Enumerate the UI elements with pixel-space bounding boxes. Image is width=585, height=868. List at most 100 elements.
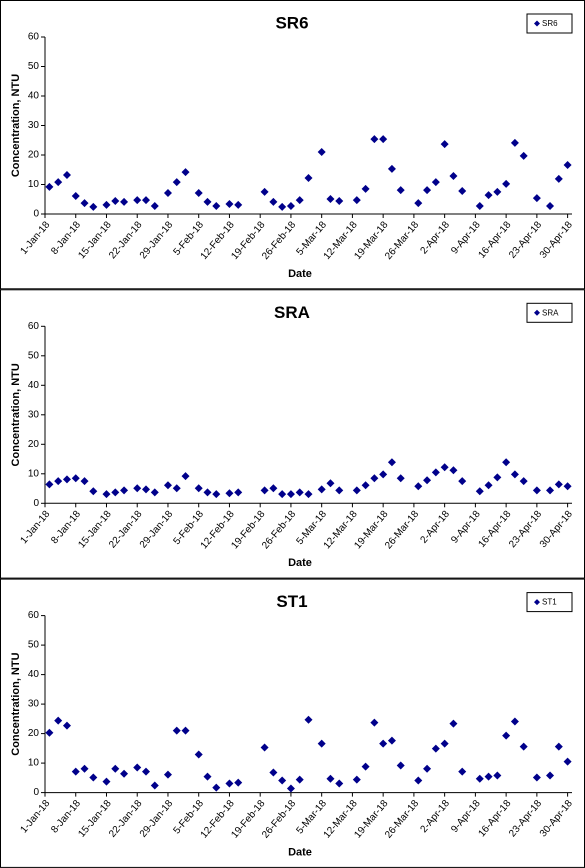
- data-point: [431, 468, 440, 477]
- y-tick-label: 60: [28, 32, 40, 43]
- legend-label: ST1: [542, 598, 557, 607]
- data-point: [120, 197, 129, 206]
- data-point: [234, 200, 243, 209]
- x-axis-title: Date: [288, 557, 312, 569]
- data-point: [361, 481, 370, 490]
- data-point: [142, 485, 151, 494]
- data-point: [458, 186, 467, 195]
- data-point: [295, 488, 304, 497]
- data-point: [484, 481, 493, 490]
- data-point: [414, 482, 423, 491]
- data-point: [278, 202, 287, 211]
- data-point: [304, 490, 313, 499]
- data-point: [45, 728, 54, 737]
- data-point: [304, 715, 313, 724]
- y-tick-label: 0: [33, 209, 39, 220]
- data-point: [423, 476, 432, 485]
- data-point: [317, 739, 326, 748]
- data-point: [361, 184, 370, 193]
- data-point: [352, 775, 361, 784]
- data-point: [269, 484, 278, 493]
- data-point: [554, 480, 563, 489]
- data-point: [71, 767, 80, 776]
- data-point: [181, 168, 190, 177]
- data-point: [234, 778, 243, 787]
- legend-box: [526, 302, 573, 323]
- data-point: [142, 767, 151, 776]
- data-point: [554, 174, 563, 183]
- data-point: [111, 197, 120, 206]
- data-point: [370, 474, 379, 483]
- data-point: [510, 717, 519, 726]
- data-point: [89, 773, 98, 782]
- data-point: [352, 486, 361, 495]
- data-point: [493, 771, 502, 780]
- data-point: [532, 194, 541, 203]
- data-point: [379, 739, 388, 748]
- data-point: [286, 784, 295, 793]
- data-point: [396, 474, 405, 483]
- legend-marker: [534, 20, 540, 27]
- data-point: [440, 739, 449, 748]
- data-point: [458, 767, 467, 776]
- y-tick-label: 60: [28, 610, 40, 621]
- y-tick-label: 0: [33, 498, 39, 509]
- data-point: [163, 770, 172, 779]
- data-point: [458, 477, 467, 486]
- data-point: [361, 762, 370, 771]
- legend-box: [526, 13, 573, 34]
- data-point: [62, 171, 71, 180]
- data-point: [181, 726, 190, 735]
- x-axis-title: Date: [288, 847, 312, 859]
- y-tick-label: 30: [28, 120, 40, 131]
- data-point: [387, 458, 396, 467]
- data-point: [150, 488, 159, 497]
- data-point: [484, 191, 493, 200]
- data-point: [370, 135, 379, 144]
- data-point: [519, 151, 528, 160]
- data-point: [89, 487, 98, 496]
- y-tick-label: 20: [28, 439, 40, 450]
- data-point: [431, 178, 440, 187]
- data-point: [80, 199, 89, 208]
- data-point: [234, 488, 243, 497]
- data-point: [370, 718, 379, 727]
- data-point: [387, 164, 396, 173]
- data-point: [278, 490, 287, 499]
- data-point: [54, 178, 63, 187]
- data-point: [163, 481, 172, 490]
- data-point: [203, 772, 212, 781]
- legend-box: [526, 592, 573, 613]
- data-point: [326, 479, 335, 488]
- y-tick-label: 20: [28, 150, 40, 161]
- chart-title: SRA: [274, 303, 310, 322]
- data-point: [80, 764, 89, 773]
- y-tick-label: 10: [28, 468, 40, 479]
- y-tick-label: 0: [33, 787, 39, 798]
- data-point: [203, 197, 212, 206]
- data-point: [304, 174, 313, 183]
- data-point: [212, 490, 221, 499]
- data-point: [493, 473, 502, 482]
- data-point: [510, 470, 519, 479]
- data-point: [352, 196, 361, 205]
- panel-border: [0, 0, 585, 290]
- y-tick-label: 50: [28, 640, 40, 651]
- data-point: [71, 192, 80, 201]
- data-point: [260, 187, 269, 196]
- legend-marker: [534, 309, 540, 316]
- data-point: [563, 757, 572, 766]
- data-point: [563, 482, 572, 491]
- data-point: [335, 779, 344, 788]
- legend-label: SRA: [542, 308, 559, 317]
- data-point: [396, 761, 405, 770]
- data-point: [71, 474, 80, 483]
- x-axis-title: Date: [288, 268, 312, 280]
- data-point: [133, 484, 142, 493]
- data-point: [111, 488, 120, 497]
- data-point: [502, 731, 511, 740]
- y-tick-label: 50: [28, 61, 40, 72]
- y-axis-title: Concentration, NTU: [10, 74, 22, 177]
- data-point: [502, 179, 511, 188]
